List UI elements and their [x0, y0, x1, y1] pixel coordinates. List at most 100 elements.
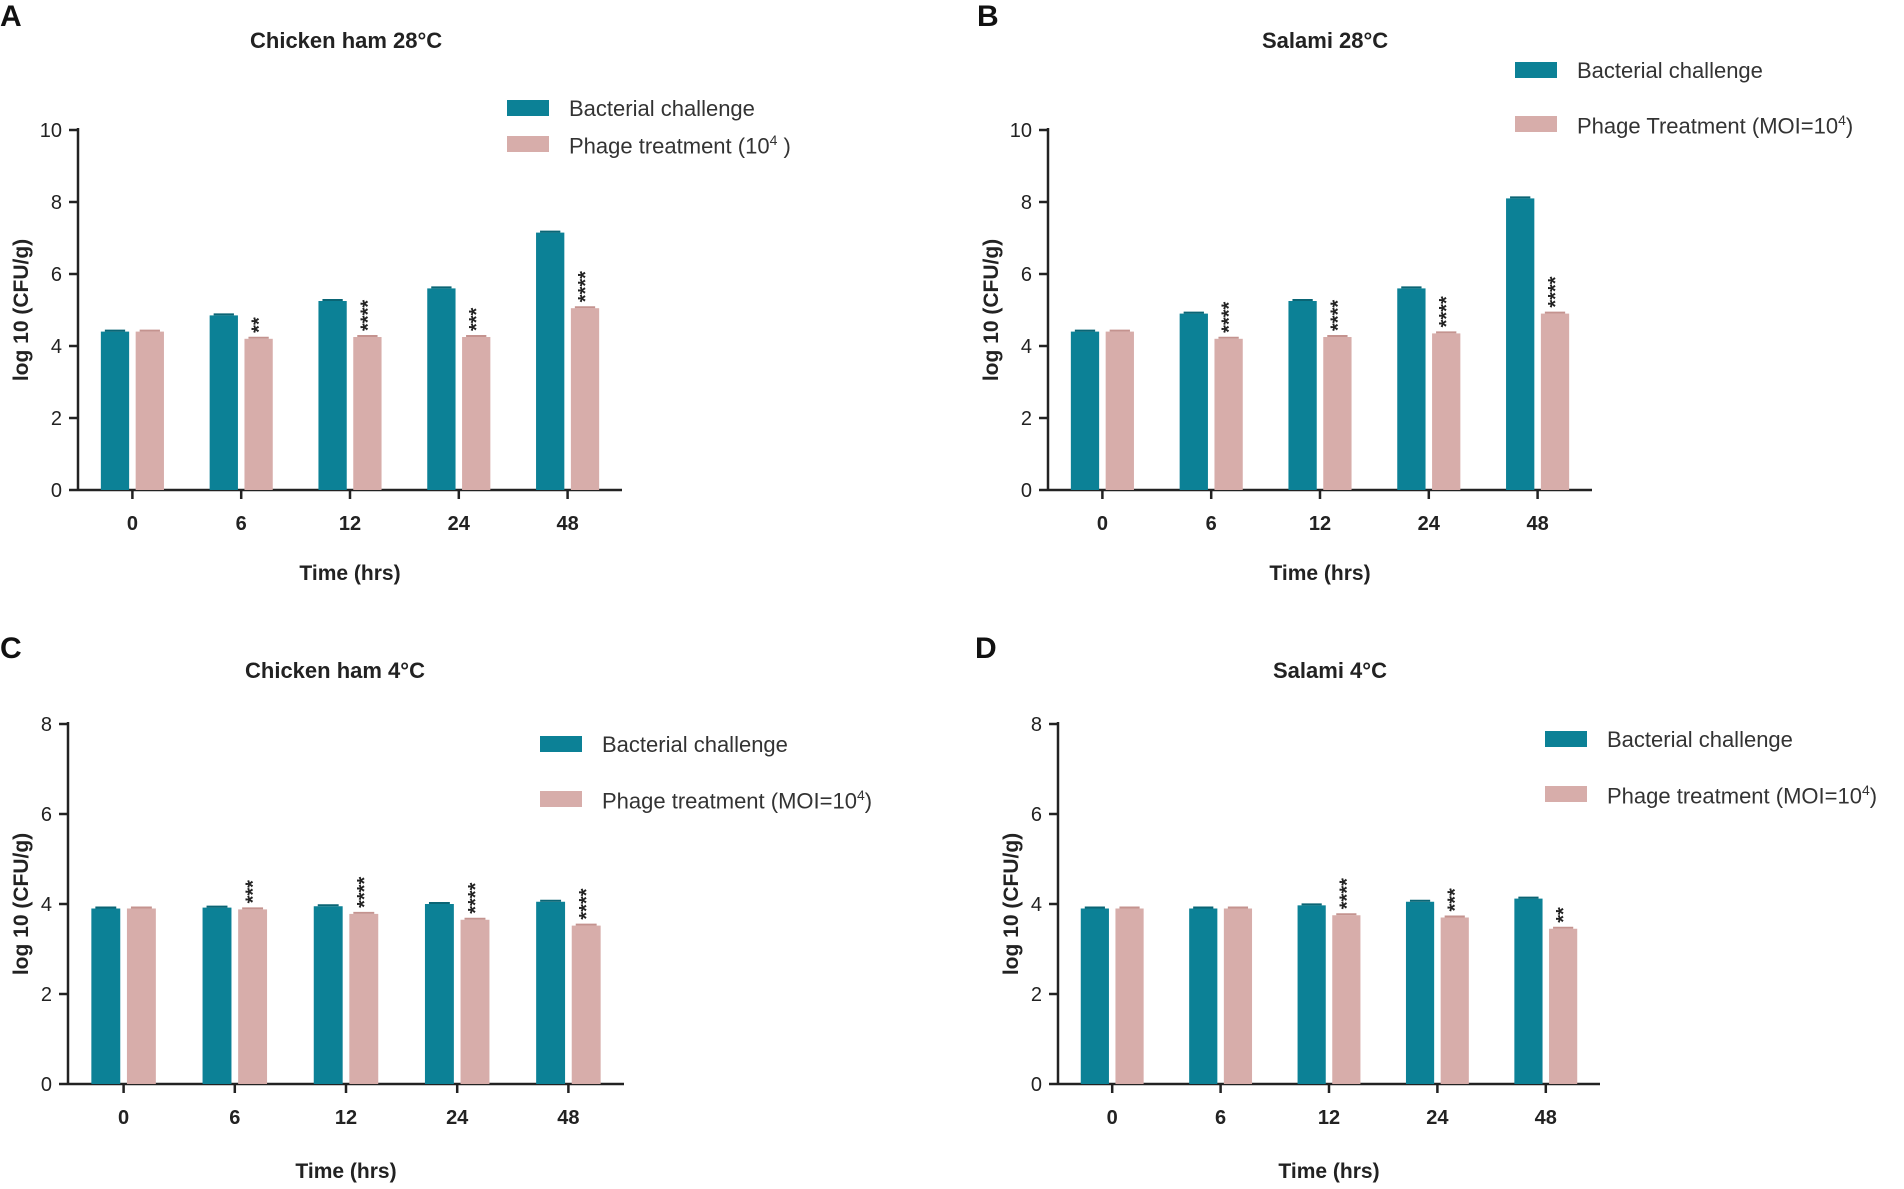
y-tick-label: 10: [40, 120, 62, 142]
bar-bacterial: [1189, 908, 1218, 1084]
bar-phage: [570, 308, 600, 490]
bar-bacterial: [1297, 905, 1326, 1084]
x-tick-label: 6: [236, 513, 247, 535]
x-tick-label: 48: [1526, 513, 1548, 535]
chart-title: Chicken ham 4°C: [245, 658, 425, 683]
significance-label: ****: [1545, 276, 1567, 307]
legend-label: Bacterial challenge: [569, 96, 755, 121]
y-tick-label: 4: [1021, 336, 1032, 358]
bar-bacterial: [1288, 301, 1317, 490]
y-axis-label: log 10 (CFU/g): [1000, 833, 1023, 975]
bar-bacterial: [1405, 901, 1435, 1084]
x-tick-label: 12: [1318, 1107, 1340, 1129]
legend-swatch-phage: [1515, 116, 1557, 132]
y-tick-label: 2: [41, 984, 52, 1006]
significance-label: ***: [243, 880, 265, 904]
x-tick-label: 12: [339, 513, 361, 535]
y-tick-label: 6: [41, 804, 52, 826]
legend-swatch-phage: [540, 791, 582, 807]
bar-phage: [1214, 338, 1243, 490]
y-tick-label: 8: [51, 192, 62, 214]
panel-c: C Chicken ham 4°C Bacterial challenge Ph…: [0, 628, 952, 1189]
y-axis-label: log 10 (CFU/g): [980, 239, 1003, 381]
y-tick-label: 4: [1031, 894, 1042, 916]
bar-phage: [1549, 928, 1578, 1084]
legend-label: Phage treatment (MOI=104): [1607, 782, 1878, 809]
bar-bacterial: [1080, 908, 1109, 1084]
x-tick-label: 0: [1107, 1107, 1118, 1129]
x-tick-label: 0: [118, 1107, 129, 1129]
legend-swatch-bacterial: [1515, 62, 1557, 78]
x-tick-label: 6: [1215, 1107, 1226, 1129]
legend-swatch-phage: [1545, 786, 1587, 802]
panel-label: C: [0, 632, 22, 665]
y-tick-label: 8: [41, 714, 52, 736]
legend-swatch-bacterial: [1545, 731, 1587, 747]
x-tick-label: 6: [1206, 513, 1217, 535]
legend-label: Phage treatment (104 ): [569, 132, 791, 159]
bar-bacterial: [313, 906, 343, 1084]
bar-phage: [126, 908, 156, 1084]
x-axis-label: Time (hrs): [295, 1160, 396, 1183]
bar-bacterial: [1514, 898, 1543, 1084]
significance-label: ***: [1445, 888, 1467, 912]
bar-phage: [571, 925, 601, 1084]
significance-label: ***: [466, 307, 488, 331]
legend-label: Phage Treatment (MOI=104): [1577, 112, 1854, 139]
bar-phage: [460, 919, 490, 1084]
bar-phage: [1115, 908, 1144, 1084]
x-tick-label: 0: [127, 513, 138, 535]
y-tick-label: 10: [1010, 120, 1032, 142]
bar-bacterial: [202, 907, 232, 1084]
x-tick-label: 12: [335, 1107, 357, 1129]
bar-bacterial: [209, 315, 238, 490]
chart-title: Chicken ham 28°C: [250, 28, 443, 53]
bar-phage: [1332, 915, 1361, 1084]
significance-label: ****: [1336, 878, 1358, 909]
x-tick-label: 24: [1418, 513, 1441, 535]
bar-bacterial: [424, 904, 454, 1084]
significance-label: ****: [465, 882, 487, 913]
bar-chart: 0 24 6 8 log 10 (CFU/g) Time (hrs) 0 6 *** 12 ****…: [10, 714, 624, 1183]
bar-phage: [244, 338, 273, 490]
x-tick-label: 6: [229, 1107, 240, 1129]
significance-label: ****: [1219, 301, 1241, 332]
bar-phage: [1105, 331, 1134, 490]
y-tick-label: 2: [1021, 408, 1032, 430]
y-tick-label: 8: [1031, 714, 1042, 736]
panel-label: B: [977, 0, 999, 33]
y-tick-label: 6: [1021, 264, 1032, 286]
chart-title: Salami 28°C: [1262, 28, 1389, 53]
y-tick-label: 0: [41, 1074, 52, 1096]
x-tick-label: 12: [1309, 513, 1331, 535]
x-axis-label: Time (hrs): [1269, 562, 1370, 585]
x-tick-label: 48: [557, 1107, 579, 1129]
y-tick-label: 0: [1021, 480, 1032, 502]
chart-title: Salami 4°C: [1273, 658, 1387, 683]
bar-phage: [238, 909, 268, 1084]
significance-label: ****: [1327, 300, 1349, 331]
bar-phage: [1540, 313, 1570, 490]
x-tick-label: 48: [1535, 1107, 1557, 1129]
bar-bacterial: [1070, 331, 1100, 490]
x-tick-label: 24: [446, 1107, 469, 1129]
bar-bacterial: [427, 288, 456, 490]
bar-phage: [1440, 917, 1469, 1084]
bar-bacterial: [100, 331, 130, 490]
y-tick-label: 4: [51, 336, 62, 358]
bar-bacterial: [1506, 198, 1535, 490]
bar-bacterial: [1397, 288, 1426, 490]
y-axis-label: log 10 (CFU/g): [10, 239, 33, 381]
legend-label: Bacterial challenge: [1577, 58, 1763, 83]
y-axis-label: log 10 (CFU/g): [10, 833, 33, 975]
bar-phage: [349, 913, 379, 1084]
significance-label: ****: [1436, 296, 1458, 327]
y-tick-label: 0: [1031, 1074, 1042, 1096]
bar-phage: [135, 331, 164, 490]
bar-phage: [1323, 337, 1352, 490]
panel-d: D Salami 4°C Bacterial challenge Phage t…: [970, 628, 1904, 1189]
x-axis-label: Time (hrs): [299, 562, 400, 585]
legend-label: Bacterial challenge: [1607, 727, 1793, 752]
